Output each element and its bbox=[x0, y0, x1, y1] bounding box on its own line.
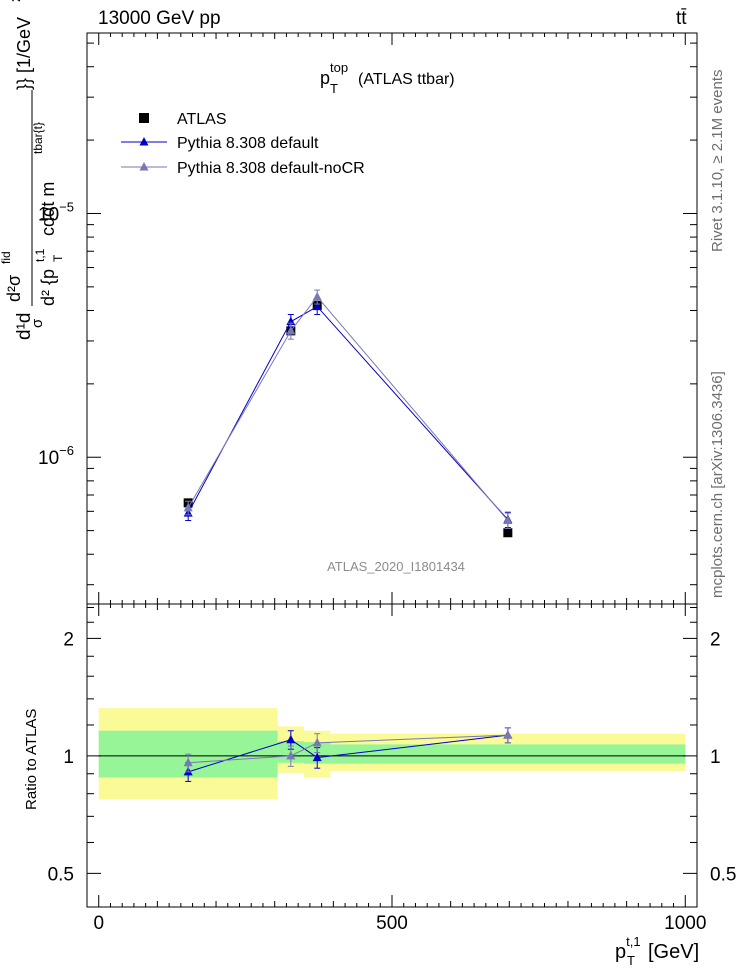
ratio-inner-band-3 bbox=[330, 744, 686, 764]
pythia-default-point bbox=[312, 301, 322, 311]
y-axis-label-part: d²σ bbox=[4, 275, 24, 302]
legend-marker-1 bbox=[139, 137, 149, 146]
mcplots-label: mcplots.cern.ch [arXiv:1306.3436] bbox=[709, 371, 726, 598]
ratio-pythia-nocr-point bbox=[183, 757, 193, 767]
legend-entry-2: Pythia 8.308 default-noCR bbox=[177, 160, 365, 177]
ratio-pythia-default-point bbox=[286, 734, 296, 744]
y-tick-label: 10−6 bbox=[38, 443, 74, 469]
process-label: 13000 GeV pp bbox=[98, 8, 221, 29]
ratio-pythia-nocr-line bbox=[188, 734, 508, 764]
analysis-watermark: ATLAS_2020_I1801434 bbox=[327, 559, 465, 574]
legend-marker-2 bbox=[139, 162, 149, 171]
ratio-pythia-nocr-point bbox=[286, 750, 296, 760]
legend-entry-1: Pythia 8.308 default bbox=[177, 135, 319, 152]
y-axis-label-part: d¹d bbox=[14, 313, 35, 340]
y-axis-label-part: fid bbox=[0, 251, 13, 264]
ratio-y-tick-label: 0.5 bbox=[48, 864, 74, 885]
ratio-y-tick-label-right: 2 bbox=[710, 629, 721, 650]
pythia-nocr-point bbox=[286, 325, 296, 335]
pythia-nocr-point bbox=[503, 515, 513, 525]
final-state-label: tt̄ bbox=[676, 8, 687, 29]
atlas-point bbox=[503, 528, 513, 538]
x-tick-label: 500 bbox=[376, 913, 408, 934]
ratio-pythia-nocr-point bbox=[503, 730, 513, 739]
y-axis-label-part: σ bbox=[29, 318, 46, 328]
y-tick-label: 10−5 bbox=[38, 199, 74, 225]
x-tick-label: 1000 bbox=[664, 913, 706, 934]
y-axis-label-part: T bbox=[51, 254, 65, 262]
ratio-y-tick-label: 2 bbox=[63, 629, 74, 650]
legend-entry-0: ATLAS bbox=[177, 111, 227, 128]
ratio-pythia-nocr-point bbox=[312, 737, 322, 747]
ratio-y-tick-label-right: 1 bbox=[710, 747, 721, 768]
ratio-y-axis-label: Ratio to ATLAS bbox=[23, 709, 40, 810]
x-axis-label: pt,1 T [GeV] bbox=[615, 934, 699, 968]
pythia-nocr-point bbox=[312, 291, 322, 301]
rivet-label: Rivet 3.1.10, ≥ 2.1M events bbox=[709, 69, 726, 253]
pythia-default-line bbox=[187, 305, 509, 520]
y-axis-label-part: t,1 bbox=[33, 248, 47, 262]
plot-title: ptop T(ATLAS ttbar) bbox=[320, 60, 455, 96]
x-tick-label: 0 bbox=[93, 913, 104, 934]
y-axis-label-part: 2 bbox=[9, 0, 23, 2]
legend-marker-atlas bbox=[139, 113, 149, 123]
y-axis-label-part: }} [1/GeV bbox=[14, 17, 34, 90]
ratio-y-tick-label: 1 bbox=[63, 747, 74, 768]
y-axis-label-part: tbar{t} bbox=[31, 122, 45, 154]
pythia-nocr-line bbox=[187, 296, 509, 521]
ratio-pythia-default-line bbox=[188, 734, 508, 773]
y-axis-label-part: cdαt m bbox=[38, 182, 58, 236]
pythia-nocr-point bbox=[183, 502, 193, 512]
ratio-pythia-default-point bbox=[312, 752, 322, 762]
ratio-y-tick-label-right: 0.5 bbox=[710, 864, 736, 885]
y-axis-label-part: d² {p bbox=[38, 269, 58, 306]
